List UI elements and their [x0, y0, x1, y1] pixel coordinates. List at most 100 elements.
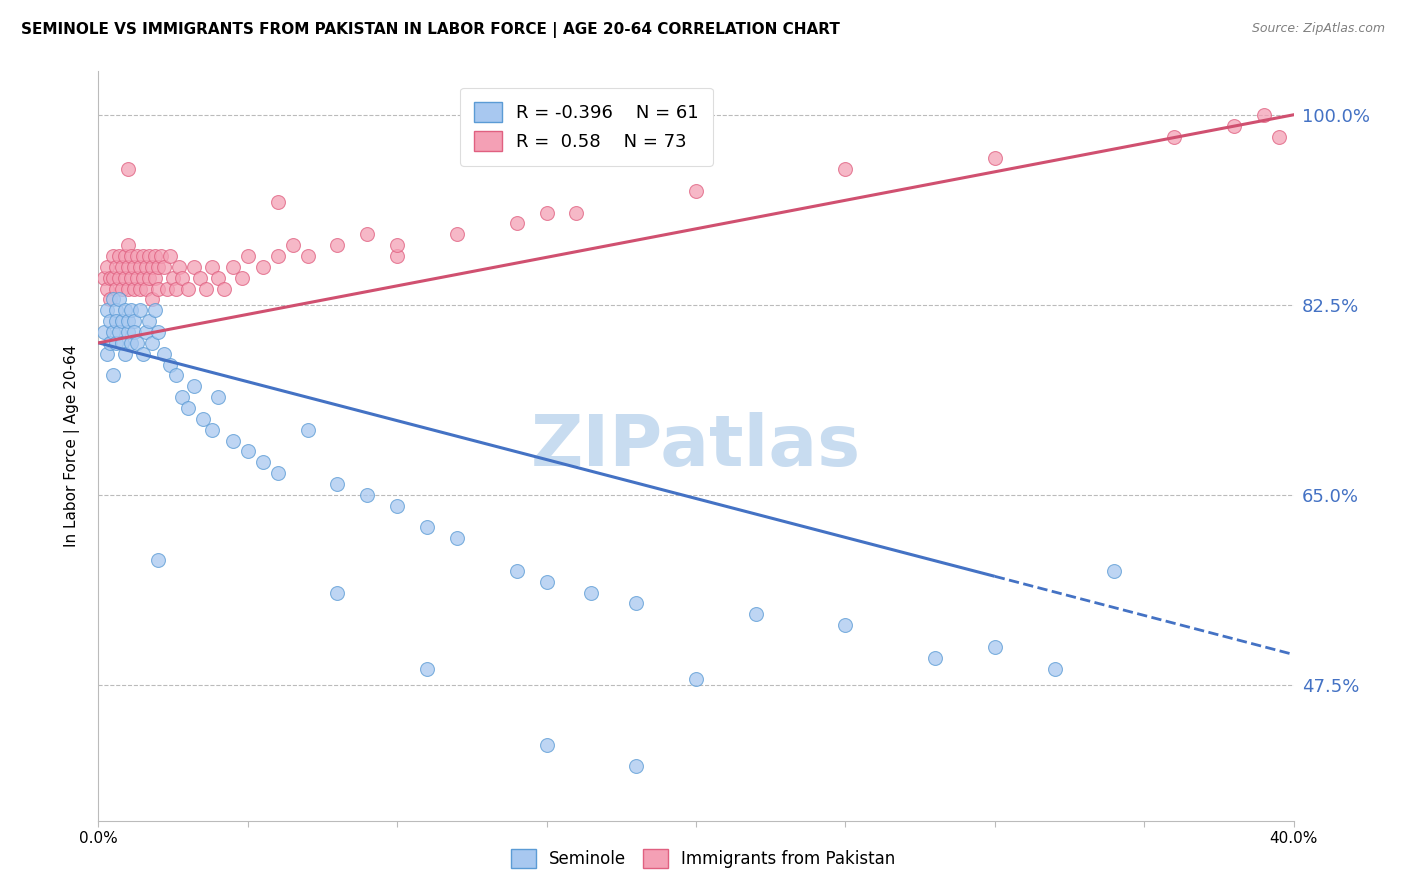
Point — [114, 249, 136, 263]
Point — [416, 520, 439, 534]
Point — [159, 358, 181, 372]
Point — [356, 488, 378, 502]
Point — [98, 270, 122, 285]
Point — [165, 368, 187, 383]
Point — [267, 466, 290, 480]
Point — [96, 260, 118, 274]
Point — [834, 162, 856, 177]
Point — [111, 260, 134, 274]
Point — [111, 314, 134, 328]
Point — [124, 281, 146, 295]
Point — [98, 335, 122, 350]
Point — [129, 260, 152, 274]
Point — [195, 281, 218, 295]
Point — [138, 314, 160, 328]
Point — [114, 270, 136, 285]
Point — [156, 281, 179, 295]
Point — [135, 281, 157, 295]
Point — [1267, 129, 1289, 144]
Point — [148, 281, 170, 295]
Point — [103, 325, 125, 339]
Point — [188, 270, 211, 285]
Point — [745, 607, 768, 622]
Point — [326, 238, 349, 252]
Point — [108, 249, 131, 263]
Point — [1104, 564, 1126, 578]
Point — [120, 303, 142, 318]
Point — [105, 303, 128, 318]
Point — [124, 314, 146, 328]
Point — [297, 249, 319, 263]
Point — [117, 314, 139, 328]
Point — [172, 270, 194, 285]
Point — [252, 260, 274, 274]
Point — [385, 499, 409, 513]
Point — [446, 227, 468, 242]
Point — [201, 423, 224, 437]
Point — [177, 281, 200, 295]
Point — [98, 314, 122, 328]
Point — [162, 270, 184, 285]
Point — [385, 238, 409, 252]
Point — [143, 270, 166, 285]
Point — [105, 314, 128, 328]
Point — [105, 281, 128, 295]
Point — [231, 270, 253, 285]
Point — [1163, 129, 1185, 144]
Point — [117, 260, 139, 274]
Point — [108, 270, 131, 285]
Point — [167, 260, 190, 274]
Point — [834, 618, 856, 632]
Point — [207, 390, 229, 404]
Point — [685, 184, 707, 198]
Point — [385, 249, 409, 263]
Point — [183, 379, 205, 393]
Point — [172, 390, 194, 404]
Point — [96, 347, 118, 361]
Point — [143, 303, 166, 318]
Text: Source: ZipAtlas.com: Source: ZipAtlas.com — [1251, 22, 1385, 36]
Point — [153, 260, 176, 274]
Point — [326, 585, 349, 599]
Point — [141, 260, 163, 274]
Point — [105, 335, 128, 350]
Point — [93, 270, 115, 285]
Point — [114, 303, 136, 318]
Point — [105, 260, 128, 274]
Point — [148, 325, 170, 339]
Point — [207, 270, 229, 285]
Point — [108, 293, 131, 307]
Point — [111, 335, 134, 350]
Point — [117, 162, 139, 177]
Point — [127, 249, 149, 263]
Point — [98, 293, 122, 307]
Point — [96, 281, 118, 295]
Point — [135, 325, 157, 339]
Point — [117, 238, 139, 252]
Legend: Seminole, Immigrants from Pakistan: Seminole, Immigrants from Pakistan — [503, 843, 903, 875]
Point — [132, 249, 155, 263]
Point — [148, 553, 170, 567]
Legend: R = -0.396    N = 61, R =  0.58    N = 73: R = -0.396 N = 61, R = 0.58 N = 73 — [460, 88, 713, 166]
Point — [120, 270, 142, 285]
Point — [281, 238, 304, 252]
Point — [267, 249, 290, 263]
Point — [536, 574, 558, 589]
Point — [93, 325, 115, 339]
Point — [236, 444, 259, 458]
Point — [148, 260, 170, 274]
Point — [120, 335, 142, 350]
Point — [103, 368, 125, 383]
Point — [165, 281, 187, 295]
Point — [1043, 662, 1066, 676]
Point — [356, 227, 378, 242]
Point — [114, 347, 136, 361]
Point — [138, 270, 160, 285]
Point — [685, 673, 707, 687]
Point — [201, 260, 224, 274]
Point — [129, 281, 152, 295]
Point — [1253, 108, 1275, 122]
Point — [141, 293, 163, 307]
Point — [183, 260, 205, 274]
Point — [111, 281, 134, 295]
